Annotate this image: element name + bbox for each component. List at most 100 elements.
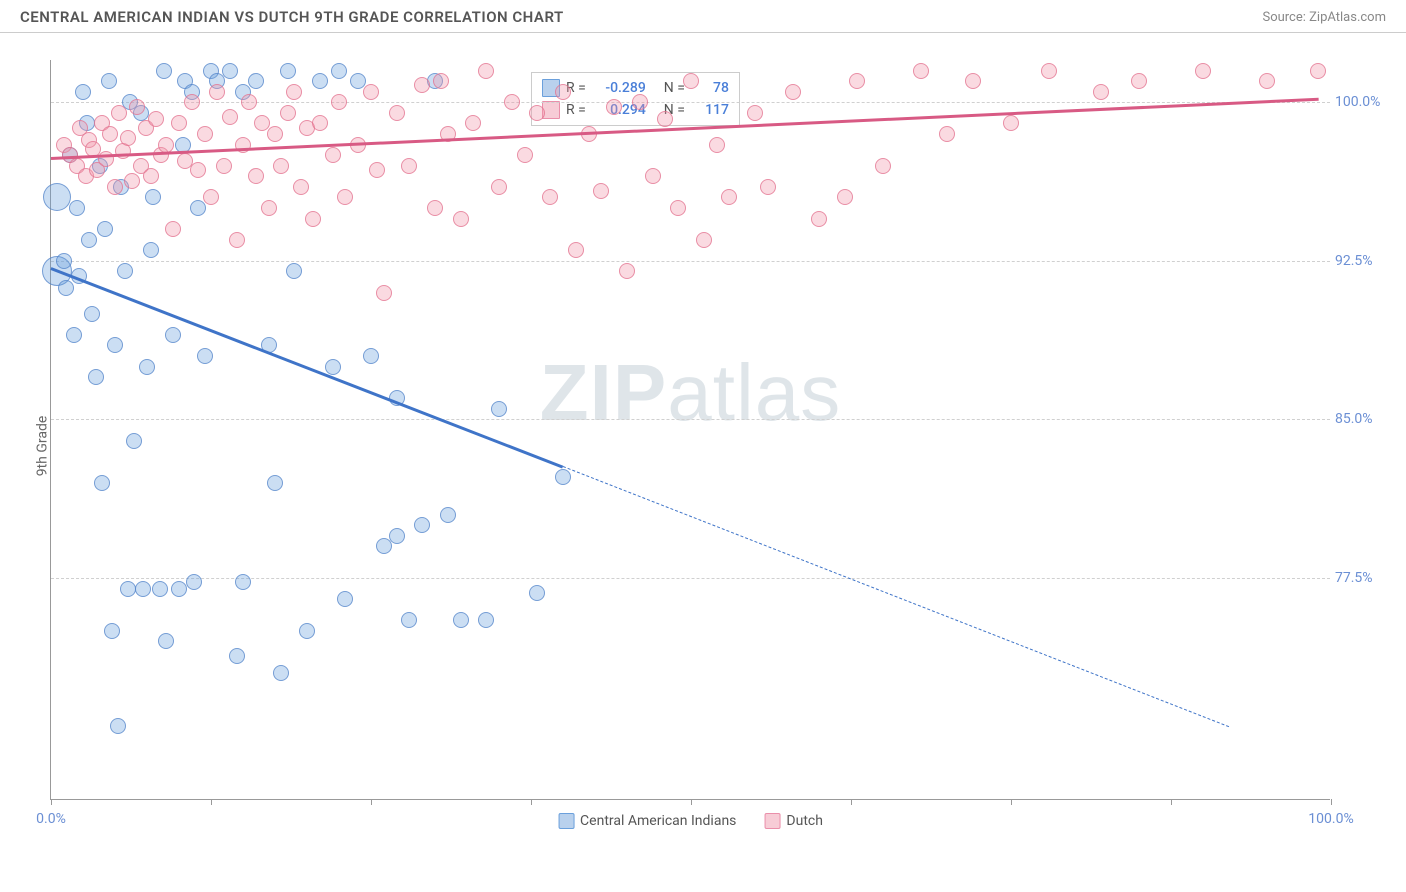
scatter-point	[785, 84, 801, 100]
legend-swatch	[558, 813, 574, 829]
scatter-point	[273, 665, 289, 681]
scatter-point	[222, 109, 238, 125]
scatter-point	[143, 168, 159, 184]
scatter-point	[939, 126, 955, 142]
scatter-point	[491, 179, 507, 195]
scatter-point	[504, 94, 520, 110]
scatter-point	[280, 63, 296, 79]
scatter-point	[209, 84, 225, 100]
scatter-point	[190, 162, 206, 178]
scatter-point	[369, 162, 385, 178]
scatter-point	[811, 211, 827, 227]
legend-n-label: N =	[664, 80, 685, 96]
legend-label: Central American Indians	[580, 813, 736, 829]
scatter-point	[337, 591, 353, 607]
y-tick-label: 85.0%	[1335, 411, 1390, 427]
scatter-point	[325, 147, 341, 163]
scatter-point	[433, 73, 449, 89]
plot-area: ZIPatlas R =-0.289N =78R =0.294N =117 Ce…	[50, 60, 1330, 800]
chart-title: CENTRAL AMERICAN INDIAN VS DUTCH 9TH GRA…	[20, 8, 564, 26]
scatter-point	[337, 189, 353, 205]
scatter-point	[965, 73, 981, 89]
scatter-point	[152, 581, 168, 597]
scatter-point	[491, 401, 507, 417]
scatter-point	[66, 327, 82, 343]
scatter-point	[1259, 73, 1275, 89]
legend-item: Central American Indians	[558, 813, 736, 829]
scatter-point	[58, 280, 74, 296]
legend-n-value: 78	[695, 80, 729, 96]
scatter-point	[148, 111, 164, 127]
scatter-point	[97, 221, 113, 237]
scatter-point	[606, 99, 622, 115]
scatter-point	[312, 73, 328, 89]
scatter-point	[229, 232, 245, 248]
legend-r-label: R =	[566, 102, 586, 118]
scatter-point	[94, 475, 110, 491]
scatter-point	[331, 63, 347, 79]
scatter-point	[389, 528, 405, 544]
scatter-point	[120, 130, 136, 146]
scatter-point	[145, 189, 161, 205]
scatter-point	[203, 189, 219, 205]
scatter-point	[75, 84, 91, 100]
scatter-point	[184, 94, 200, 110]
scatter-point	[401, 158, 417, 174]
scatter-point	[683, 73, 699, 89]
scatter-point	[102, 126, 118, 142]
scatter-point	[913, 63, 929, 79]
scatter-point	[305, 211, 321, 227]
scatter-point	[529, 105, 545, 121]
scatter-point	[299, 623, 315, 639]
scatter-point	[875, 158, 891, 174]
gridline	[51, 261, 1330, 262]
scatter-point	[129, 99, 145, 115]
scatter-point	[111, 105, 127, 121]
legend-n-value: 117	[695, 102, 729, 118]
scatter-point	[101, 73, 117, 89]
y-tick-label: 77.5%	[1335, 570, 1390, 586]
legend-item: Dutch	[764, 813, 823, 829]
x-tick	[51, 799, 52, 805]
scatter-point	[401, 612, 417, 628]
gridline	[51, 419, 1330, 420]
scatter-point	[568, 242, 584, 258]
x-tick	[1331, 799, 1332, 805]
scatter-point	[465, 115, 481, 131]
scatter-point	[1093, 84, 1109, 100]
scatter-point	[1195, 63, 1211, 79]
scatter-point	[837, 189, 853, 205]
scatter-point	[84, 306, 100, 322]
scatter-point	[555, 469, 571, 485]
scatter-point	[56, 253, 72, 269]
series-legend: Central American Indians Dutch	[558, 813, 823, 829]
scatter-point	[261, 200, 277, 216]
x-tick-label: 0.0%	[36, 811, 66, 827]
scatter-point	[453, 211, 469, 227]
scatter-point	[88, 369, 104, 385]
scatter-point	[156, 63, 172, 79]
scatter-point	[478, 612, 494, 628]
scatter-point	[331, 94, 347, 110]
scatter-point	[81, 232, 97, 248]
scatter-point	[293, 179, 309, 195]
scatter-point	[248, 73, 264, 89]
scatter-point	[135, 581, 151, 597]
scatter-point	[427, 200, 443, 216]
scatter-point	[760, 179, 776, 195]
trend-line-extrapolated	[563, 466, 1229, 727]
scatter-point	[542, 189, 558, 205]
scatter-point	[1310, 63, 1326, 79]
scatter-point	[555, 84, 571, 100]
scatter-point	[69, 200, 85, 216]
scatter-point	[389, 105, 405, 121]
scatter-point	[267, 475, 283, 491]
scatter-point	[186, 574, 202, 590]
watermark: ZIPatlas	[540, 347, 841, 439]
y-axis-label: 9th Grade	[34, 416, 50, 477]
x-tick	[1011, 799, 1012, 805]
x-tick	[531, 799, 532, 805]
scatter-point	[216, 158, 232, 174]
scatter-point	[1131, 73, 1147, 89]
x-tick	[211, 799, 212, 805]
